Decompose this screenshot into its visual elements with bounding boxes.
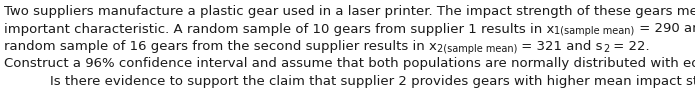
Text: = 22.: = 22. [609,40,650,53]
Text: = 321 and s: = 321 and s [517,40,603,53]
Text: = 290 and s: = 290 and s [635,22,695,36]
Text: 1(sample mean): 1(sample mean) [555,26,635,36]
Text: Two suppliers manufacture a plastic gear used in a laser printer. The impact str: Two suppliers manufacture a plastic gear… [4,5,695,18]
Text: Construct a 96% confidence interval and assume that both populations are normall: Construct a 96% confidence interval and … [4,58,695,70]
Text: 2: 2 [603,44,609,53]
Text: 2(sample mean): 2(sample mean) [437,44,517,53]
Text: important characteristic. A random sample of 10 gears from supplier 1 results in: important characteristic. A random sampl… [4,22,555,36]
Text: Is there evidence to support the claim that supplier 2 provides gears with highe: Is there evidence to support the claim t… [50,75,695,88]
Text: random sample of 16 gears from the second supplier results in x: random sample of 16 gears from the secon… [4,40,437,53]
